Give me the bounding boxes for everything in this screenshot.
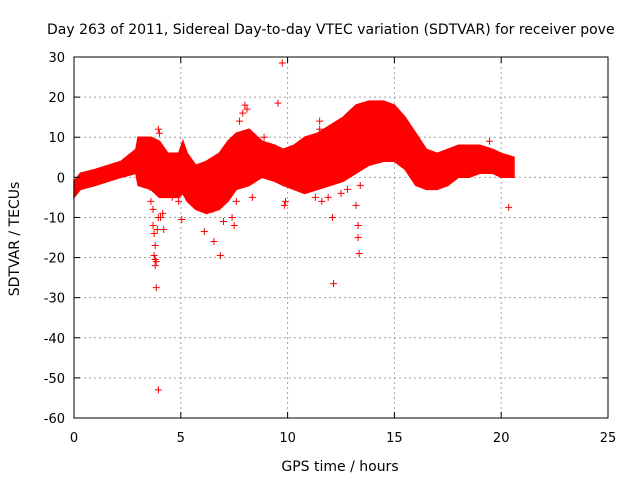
data-point <box>152 258 160 266</box>
y-tick-label: 20 <box>48 91 65 106</box>
x-tick-label: 10 <box>279 431 296 446</box>
y-axis-label: SDTVAR / TECUs <box>7 182 23 297</box>
x-tick-label: 20 <box>493 431 510 446</box>
data-point <box>354 234 362 241</box>
data-point <box>337 189 345 197</box>
data-point <box>241 101 249 109</box>
data-point <box>318 197 326 205</box>
data-point <box>175 197 183 205</box>
data-point <box>248 193 256 201</box>
data-point <box>150 252 158 260</box>
data-layer <box>73 59 515 394</box>
y-tick-label: -30 <box>44 292 65 307</box>
data-point <box>232 197 240 205</box>
data-point <box>243 105 251 113</box>
data-point <box>149 221 157 229</box>
data-point <box>152 284 160 292</box>
data-point <box>200 227 208 235</box>
data-point <box>150 229 158 237</box>
data-point <box>224 189 232 197</box>
y-tick-label: -60 <box>44 412 65 427</box>
data-point <box>485 137 493 145</box>
data-point <box>260 133 268 141</box>
grid <box>74 57 608 418</box>
data-point <box>209 205 217 213</box>
data-point <box>228 213 236 221</box>
data-point <box>355 250 363 258</box>
x-tick-label: 5 <box>177 431 185 446</box>
y-tick-label: 10 <box>48 131 65 146</box>
data-point <box>316 117 324 125</box>
data-point <box>280 201 288 209</box>
y-tick-label: 0 <box>57 171 65 186</box>
data-point <box>236 117 244 125</box>
data-point <box>139 179 147 187</box>
data-point <box>213 193 221 201</box>
y-tick-label: 30 <box>48 51 65 66</box>
data-point <box>160 225 168 233</box>
data-point <box>239 109 247 117</box>
x-tick-label: 15 <box>386 431 403 446</box>
x-tick-label: 25 <box>600 431 617 446</box>
data-point <box>153 225 161 233</box>
x-axis-label: GPS time / hours <box>281 459 398 475</box>
data-point <box>505 203 513 211</box>
data-point <box>354 221 362 229</box>
data-point <box>157 213 165 221</box>
y-tick-label: -10 <box>44 211 65 226</box>
data-point <box>281 197 289 205</box>
data-point <box>178 215 186 223</box>
data-point <box>324 193 332 201</box>
data-point <box>230 221 238 229</box>
data-point <box>311 193 319 201</box>
data-point <box>328 213 336 221</box>
data-point <box>343 185 351 193</box>
data-point <box>330 280 338 288</box>
y-tick-label: -40 <box>44 332 65 347</box>
data-point <box>142 171 150 179</box>
data-point <box>356 181 364 189</box>
data-point <box>278 59 286 67</box>
data-point <box>216 252 224 260</box>
data-point <box>155 129 163 137</box>
data-point <box>151 262 159 270</box>
data-point <box>159 209 167 217</box>
data-point <box>146 183 154 191</box>
data-point <box>220 217 228 225</box>
data-point <box>286 145 294 153</box>
y-tick-label: -20 <box>44 252 65 267</box>
chart-title: Day 263 of 2011, Sidereal Day-to-day VTE… <box>47 22 615 38</box>
data-point <box>274 99 282 107</box>
data-point <box>149 205 157 213</box>
data-point <box>352 201 360 209</box>
data-point <box>168 193 176 201</box>
axis-ticks: 0 5 10 15 20 25 30 20 10 0 -10 -20 -30 -40 -50 -60 <box>44 51 617 446</box>
data-point <box>290 153 298 161</box>
data-point <box>210 238 218 246</box>
data-point <box>154 125 162 133</box>
data-point <box>151 242 159 250</box>
data-point <box>147 197 155 205</box>
x-tick-label: 0 <box>70 431 78 446</box>
data-point <box>154 386 162 394</box>
y-tick-label: -50 <box>44 372 65 387</box>
data-point <box>488 165 496 173</box>
data-point <box>205 197 213 205</box>
data-point <box>316 125 324 133</box>
plot-frame <box>73 56 609 419</box>
